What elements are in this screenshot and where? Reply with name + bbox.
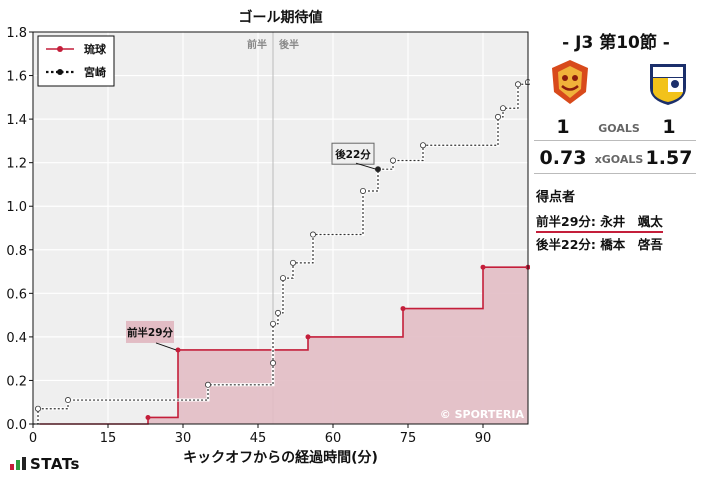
annotation-box <box>331 142 375 165</box>
home-shot-point <box>480 264 486 270</box>
away-shot-point <box>269 320 276 327</box>
y-tick-label: 1.8 <box>6 26 27 41</box>
scorers-title: 得点者 <box>536 190 576 205</box>
away-xg: 1.57 <box>645 147 693 169</box>
away-shot-point <box>289 259 296 266</box>
home-shot-point <box>175 347 181 353</box>
away-crest-icon <box>650 64 686 105</box>
legend <box>37 35 115 87</box>
away-shot-point <box>204 381 211 388</box>
halftime-label-first: 前半 <box>247 38 267 51</box>
away-shot-point <box>279 275 286 282</box>
x-tick-label: 15 <box>100 431 117 446</box>
x-tick-label: 90 <box>475 431 492 446</box>
x-tick-label: 30 <box>175 431 192 446</box>
stats-logo-text: STATs <box>30 455 80 473</box>
away-shot-point <box>389 157 396 164</box>
annotation-away-goal: 後22分 <box>334 148 371 161</box>
scorer-home: 前半29分: 永井 颯太 <box>536 211 663 233</box>
away-shot-point <box>269 360 276 367</box>
legend-away-marker <box>57 69 63 75</box>
y-tick-label: 0.2 <box>6 374 27 389</box>
goals-row: 1 GOALS 1 <box>532 116 700 142</box>
annotation-arrow <box>155 342 177 351</box>
x-tick-label: 45 <box>250 431 267 446</box>
away-shot-point <box>35 405 42 412</box>
away-goals: 1 <box>662 116 676 138</box>
y-tick-label: 0.0 <box>6 418 27 433</box>
away-shot-point <box>65 397 72 404</box>
y-tick-label: 0.4 <box>6 331 27 346</box>
match-title: - J3 第10節 - <box>562 33 670 53</box>
legend-away-label: 宮崎 <box>84 65 106 79</box>
stats-logo: STATs <box>10 455 80 473</box>
home-crest-icon <box>552 60 588 104</box>
y-tick-label: 1.0 <box>6 200 27 215</box>
x-tick-label: 0 <box>29 431 37 446</box>
home-shot-point <box>400 306 406 312</box>
y-tick-label: 1.2 <box>6 157 27 172</box>
home-shot-point <box>145 414 151 420</box>
xg-row: 0.73 xGOALS 1.57 <box>532 147 700 173</box>
home-goals: 1 <box>556 116 570 138</box>
plot-frame <box>32 31 529 425</box>
y-tick-label: 1.6 <box>6 70 27 85</box>
annotation-arrow <box>355 162 377 170</box>
y-tick-label: 0.6 <box>6 287 27 302</box>
annotation-box <box>126 320 174 343</box>
stats-bars-icon <box>10 457 26 470</box>
scorer-away: 後半22分: 橋本 啓吾 <box>536 237 663 252</box>
divider <box>534 140 696 141</box>
goals-label: GOALS <box>598 122 640 135</box>
away-shot-point <box>494 113 501 120</box>
away-shot-point <box>374 166 381 173</box>
x-tick-label: 60 <box>325 431 342 446</box>
y-tick-label: 0.8 <box>6 244 27 259</box>
watermark: © SPORTERIA <box>440 408 525 421</box>
x-tick-label: 75 <box>400 431 417 446</box>
legend-home-label: 琉球 <box>84 42 107 56</box>
away-shot-point <box>419 142 426 149</box>
y-tick-label: 1.4 <box>6 113 27 128</box>
annotation-home-goal: 前半29分 <box>127 326 174 339</box>
away-shot-point <box>499 105 506 112</box>
xg-label: xGOALS <box>594 153 644 166</box>
home-shot-point <box>305 334 311 340</box>
legend-home-marker <box>57 46 63 52</box>
home-xg-area <box>33 267 528 424</box>
away-shot-point <box>274 309 281 316</box>
away-shot-point <box>515 81 522 88</box>
divider <box>534 173 696 174</box>
chart-title: ゴール期待値 <box>239 9 323 26</box>
away-shot-point <box>359 187 366 194</box>
home-xg: 0.73 <box>539 147 587 169</box>
x-axis-label: キックオフからの経過時間(分) <box>183 449 378 466</box>
halftime-label-second: 後半 <box>279 38 299 51</box>
away-shot-point <box>309 231 316 238</box>
